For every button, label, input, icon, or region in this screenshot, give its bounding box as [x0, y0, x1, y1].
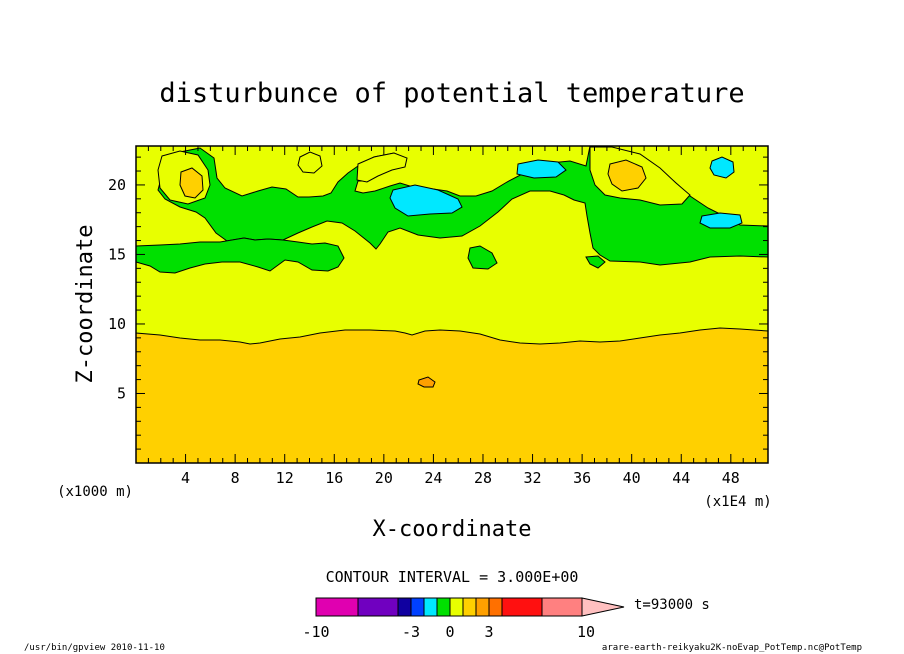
plot-frame [135, 145, 769, 464]
region-cyan-patch [699, 212, 743, 229]
colorbar-swatch [423, 597, 438, 617]
colorbar-swatch [541, 597, 583, 617]
region-yellow-islet [297, 151, 323, 174]
time-label: t=93000 s [634, 597, 710, 613]
colorbar-swatch [315, 597, 359, 617]
x-unit-right: (x1E4 m) [704, 494, 771, 510]
colorbar-tick-label: -10 [302, 623, 329, 641]
region-darkorange-spot [417, 376, 436, 388]
footer-left: /usr/bin/gpview 2010-11-10 [24, 643, 165, 653]
x-tick-label: 32 [524, 469, 542, 487]
chart-title: disturbunce of potential temperature [159, 78, 744, 109]
colorbar-swatch [357, 597, 399, 617]
region-green-lobe [135, 237, 345, 274]
region-orange-spot [607, 159, 647, 192]
x-tick-label: 40 [623, 469, 641, 487]
x-tick-label: 48 [722, 469, 740, 487]
region-orange-spot [179, 167, 204, 199]
colorbar-tick-label: 3 [484, 623, 493, 641]
x-tick-label: 24 [424, 469, 442, 487]
y-axis: 5 10 15 20 [108, 156, 768, 450]
colorbar: -10 -3 0 3 10 [302, 597, 625, 641]
x-tick-label: 4 [181, 469, 190, 487]
x-tick-label: 16 [325, 469, 343, 487]
colorbar-swatch [488, 597, 503, 617]
colorbar-swatch [501, 597, 543, 617]
colorbar-swatch [410, 597, 425, 617]
region-cyan-patch [389, 184, 463, 217]
colorbar-swatch [436, 597, 451, 617]
region-cyan-patch [516, 159, 567, 179]
colorbar-swatch [462, 597, 477, 617]
y-tick-label: 15 [108, 245, 126, 263]
x-unit-left: (x1000 m) [57, 484, 133, 500]
region-green-islet [585, 255, 606, 269]
x-tick-label: 12 [276, 469, 294, 487]
colorbar-swatch [475, 597, 490, 617]
y-tick-label: 5 [117, 384, 126, 402]
y-tick-label: 20 [108, 176, 126, 194]
footer-right: arare-earth-reikyaku2K-noEvap_PotTemp.nc… [602, 643, 862, 653]
region-cyan-patch [709, 156, 735, 179]
colorbar-swatch [397, 597, 412, 617]
plot-area [135, 145, 769, 464]
colorbar-arrow [581, 597, 625, 617]
colorbar-tick-label: 10 [577, 623, 595, 641]
colorbar-tick-label: -3 [402, 623, 420, 641]
x-tick-label: 20 [375, 469, 393, 487]
x-tick-label: 8 [231, 469, 240, 487]
colorbar-tick-label: 0 [445, 623, 454, 641]
x-tick-label: 28 [474, 469, 492, 487]
colorbar-swatch [449, 597, 464, 617]
region-green-islet [467, 245, 498, 270]
y-axis-label: Z-coordinate [73, 225, 98, 384]
x-tick-label: 36 [573, 469, 591, 487]
x-axis-label: X-coordinate [373, 517, 532, 542]
x-axis: 4 8 12 16 20 24 28 32 36 40 44 48 [147, 146, 757, 487]
contour-interval-label: CONTOUR INTERVAL = 3.000E+00 [326, 568, 579, 586]
x-tick-label: 44 [672, 469, 690, 487]
y-tick-label: 10 [108, 315, 126, 333]
